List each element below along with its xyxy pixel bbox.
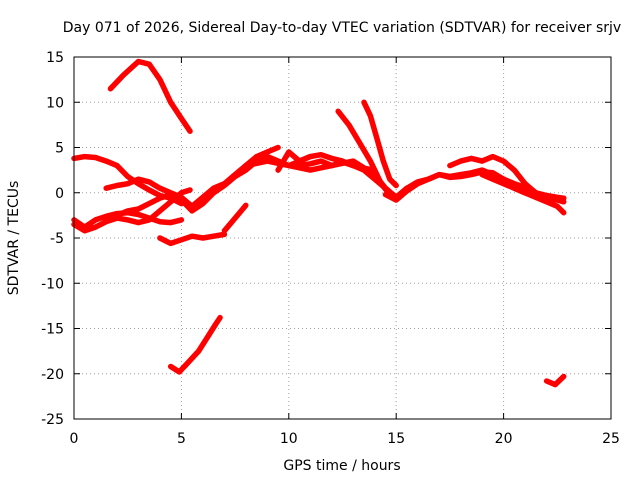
grid-lines [74, 57, 611, 419]
y-tick-label: 15 [46, 50, 64, 66]
series-arc-7 [157, 231, 228, 247]
y-tick-label: -10 [41, 276, 64, 292]
x-tick-label: 15 [387, 431, 405, 447]
x-tick-label: 10 [280, 431, 298, 447]
y-tick-label: 0 [55, 186, 64, 202]
x-axis-label: GPS time / hours [283, 458, 400, 474]
y-tick-label: -5 [50, 231, 64, 247]
series-arc-1 [107, 58, 193, 134]
y-tick-label: -20 [41, 367, 64, 383]
series-arc-9 [167, 314, 223, 375]
x-tick-label: 5 [177, 431, 186, 447]
y-tick-label: -25 [41, 412, 64, 428]
x-tick-label: 0 [70, 431, 79, 447]
series-arc-17 [479, 171, 567, 203]
series-arc-18 [543, 373, 567, 388]
series-arc-8 [221, 202, 249, 234]
series-arc-3 [71, 187, 193, 234]
x-tick-label: 20 [495, 431, 513, 447]
series-arc-14 [361, 99, 399, 189]
series-arc-12 [296, 158, 378, 173]
y-tick-label: -15 [41, 322, 64, 338]
y-tick-label: 5 [55, 141, 64, 157]
axis-ticks: 0 5 10 15 20 25 -25 -20 -15 -10 -5 0 5 10 15 [41, 50, 620, 447]
series-arc-13 [335, 108, 395, 201]
y-axis-label: SDTVAR / TECUs [6, 181, 22, 296]
y-tick-label: 10 [46, 95, 64, 111]
x-tick-label: 25 [602, 431, 620, 447]
chart-title: Day 071 of 2026, Sidereal Day-to-day VTE… [63, 20, 621, 36]
series-group [71, 58, 567, 388]
